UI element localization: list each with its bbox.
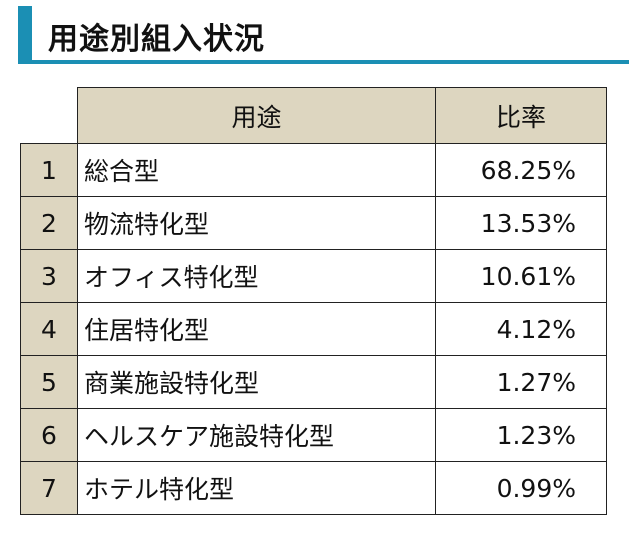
row-rate: 1.23%	[435, 408, 607, 462]
row-use: ヘルスケア施設特化型	[77, 408, 436, 462]
header-rate: 比率	[435, 87, 607, 144]
row-number: 3	[20, 249, 78, 303]
row-number: 2	[20, 196, 78, 250]
row-rate: 1.27%	[435, 355, 607, 409]
row-number: 7	[20, 461, 78, 515]
page-title: 用途別組入状況	[48, 22, 265, 57]
header-blank-cell	[20, 87, 78, 144]
row-rate: 68.25%	[435, 143, 607, 197]
row-rate: 4.12%	[435, 302, 607, 356]
table-header-row: 用途 比率	[20, 87, 607, 144]
table-row: 3 オフィス特化型 10.61%	[20, 249, 607, 303]
row-number: 6	[20, 408, 78, 462]
table-row: 1 総合型 68.25%	[20, 143, 607, 197]
section-header: 用途別組入状況	[18, 6, 629, 64]
row-rate: 0.99%	[435, 461, 607, 515]
allocation-table: 用途 比率 1 総合型 68.25% 2 物流特化型 13.53% 3 オフィス…	[20, 87, 607, 515]
table-row: 6 ヘルスケア施設特化型 1.23%	[20, 408, 607, 462]
row-use: 物流特化型	[77, 196, 436, 250]
row-rate: 13.53%	[435, 196, 607, 250]
row-use: ホテル特化型	[77, 461, 436, 515]
row-number: 5	[20, 355, 78, 409]
row-use: 商業施設特化型	[77, 355, 436, 409]
row-use: 総合型	[77, 143, 436, 197]
table-row: 4 住居特化型 4.12%	[20, 302, 607, 356]
table-row: 2 物流特化型 13.53%	[20, 196, 607, 250]
row-number: 4	[20, 302, 78, 356]
header-use: 用途	[77, 87, 436, 144]
row-use: オフィス特化型	[77, 249, 436, 303]
table-row: 7 ホテル特化型 0.99%	[20, 461, 607, 515]
row-rate: 10.61%	[435, 249, 607, 303]
row-use: 住居特化型	[77, 302, 436, 356]
row-number: 1	[20, 143, 78, 197]
table-row: 5 商業施設特化型 1.27%	[20, 355, 607, 409]
